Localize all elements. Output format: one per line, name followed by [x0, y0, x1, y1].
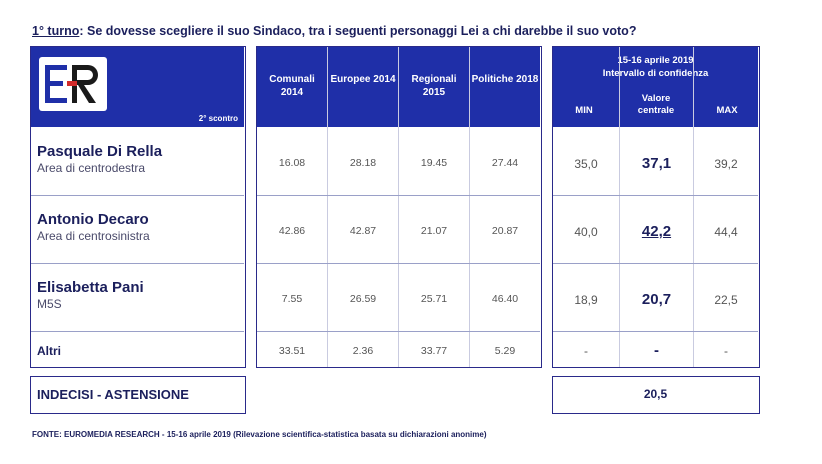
candidate-2: Antonio Decaro Area di centrosinistra — [37, 211, 150, 243]
round-label: 1° turno — [32, 24, 80, 38]
table-cell: 28.18 — [349, 157, 377, 169]
undecided-label: INDECISI - ASTENSIONE — [37, 387, 189, 402]
confidence-interval-block: 15-16 aprile 2019 Intervallo di confiden… — [552, 46, 760, 368]
row-divider — [31, 195, 244, 196]
table-cell: 26.59 — [349, 293, 377, 305]
undecided-label-box: INDECISI - ASTENSIONE — [30, 376, 246, 414]
row-divider — [257, 263, 540, 264]
col-politiche-2018: Politiche 2018 — [471, 74, 539, 85]
central-value: 37,1 — [641, 155, 672, 172]
survey-question-title: 1° turno: Se dovesse scegliere il suo Si… — [32, 24, 636, 38]
max-value: - — [724, 344, 728, 358]
table-cell: 33.51 — [278, 345, 306, 357]
table-cell: 19.45 — [420, 157, 448, 169]
source-note: FONTE: EUROMEDIA RESEARCH - 15-16 aprile… — [32, 430, 487, 439]
candidate-1: Pasquale Di Rella Area di centrodestra — [37, 143, 162, 175]
confidence-header: 15-16 aprile 2019 Intervallo di confiden… — [553, 47, 758, 127]
central-value: 42,2 — [641, 223, 672, 240]
min-value: - — [584, 344, 588, 358]
row-divider — [553, 331, 758, 332]
table-cell: 2.36 — [352, 345, 374, 357]
candidate-area: Area di centrodestra — [37, 161, 146, 175]
candidate-name: Antonio Decaro — [37, 211, 149, 228]
euromedia-logo — [39, 57, 107, 111]
candidate-3: Elisabetta Pani M5S — [37, 279, 144, 311]
col-regionali-2015: Regionali 2015 — [411, 74, 457, 98]
confidence-title: Intervallo di confidenza — [602, 68, 709, 79]
table-cell: 27.44 — [491, 157, 519, 169]
min-value: 35,0 — [574, 157, 598, 171]
scontro-label: 2° scontro — [198, 114, 238, 123]
candidate-area: Area di centrosinistra — [37, 229, 150, 243]
col-divider — [469, 47, 470, 367]
max-value: 39,2 — [714, 157, 738, 171]
table-cell: 20.87 — [491, 225, 519, 237]
table-cell: 5.29 — [494, 345, 516, 357]
undecided-value-box: 20,5 — [552, 376, 760, 414]
min-value: 18,9 — [574, 293, 598, 307]
row-divider — [257, 331, 540, 332]
central-value: 20,7 — [641, 291, 672, 308]
candidates-header: 2° scontro — [31, 47, 244, 127]
survey-date: 15-16 aprile 2019 — [617, 55, 694, 66]
row-divider — [257, 195, 540, 196]
table-cell: 42.86 — [278, 225, 306, 237]
col-min: MIN — [575, 105, 593, 116]
candidates-block: 2° scontro Pasquale Di Rella Area di cen… — [30, 46, 246, 368]
table-cell: 33.77 — [420, 345, 448, 357]
central-value: - — [654, 342, 659, 359]
table-cell: 16.08 — [278, 157, 306, 169]
min-value: 40,0 — [574, 225, 598, 239]
col-divider — [398, 47, 399, 367]
question-text: : Se dovesse scegliere il suo Sindaco, t… — [79, 24, 637, 38]
candidate-area: M5S — [37, 297, 62, 311]
row-divider — [553, 195, 758, 196]
col-max: MAX — [716, 105, 738, 116]
col-divider — [693, 47, 694, 367]
table-cell: 7.55 — [281, 293, 303, 305]
row-divider — [31, 331, 244, 332]
undecided-value: 20,5 — [643, 387, 668, 401]
max-value: 22,5 — [714, 293, 738, 307]
max-value: 44,4 — [714, 225, 738, 239]
candidate-name: Elisabetta Pani — [37, 279, 144, 296]
row-divider — [553, 263, 758, 264]
row-divider — [31, 263, 244, 264]
col-central: Valore centrale — [637, 93, 675, 116]
historical-results-block: Comunali 2014 Europee 2014 Regionali 201… — [256, 46, 542, 368]
table-cell: 46.40 — [491, 293, 519, 305]
col-divider — [327, 47, 328, 367]
table-cell: 25.71 — [420, 293, 448, 305]
candidate-name: Pasquale Di Rella — [37, 143, 163, 160]
table-cell: 21.07 — [420, 225, 448, 237]
table-cell: 42.87 — [349, 225, 377, 237]
col-divider — [619, 47, 620, 367]
altri-label: Altri — [37, 344, 61, 358]
col-comunali-2014: Comunali 2014 — [269, 74, 315, 98]
col-europee-2014: Europee 2014 — [330, 74, 396, 85]
